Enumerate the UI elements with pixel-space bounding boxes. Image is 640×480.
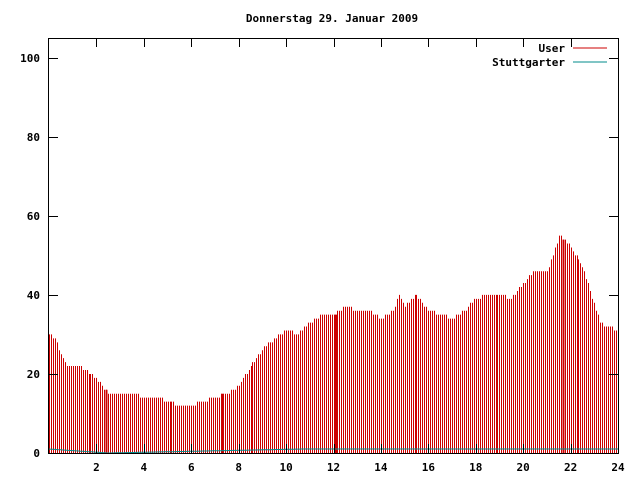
y-tick-label: 20 [27, 368, 40, 381]
x-tick-label: 20 [517, 461, 530, 474]
x-tick-label: 10 [279, 461, 292, 474]
y-tick-label: 100 [20, 52, 40, 65]
x-tick-label: 12 [327, 461, 340, 474]
x-axis: 2 4 6 8 10 12 14 16 18 20 22 24 [93, 38, 625, 474]
legend-label: User [539, 42, 566, 55]
bars-layer [49, 235, 619, 453]
x-tick-label: 4 [141, 461, 148, 474]
y-tick-label: 60 [27, 210, 40, 223]
y-axis: 0 20 40 60 80 100 [20, 52, 618, 460]
chart-title: Donnerstag 29. Januar 2009 [246, 12, 418, 25]
y-tick-label: 40 [27, 289, 40, 302]
x-tick-label: 18 [469, 461, 482, 474]
x-tick-label: 8 [235, 461, 242, 474]
x-tick-label: 16 [422, 461, 436, 474]
legend-label: Stuttgarter [492, 56, 565, 69]
x-tick-label: 22 [564, 461, 577, 474]
x-tick-label: 24 [611, 461, 625, 474]
y-tick-label: 0 [33, 447, 40, 460]
plot-frame [48, 38, 619, 454]
x-tick-label: 6 [188, 461, 195, 474]
x-tick-label: 2 [93, 461, 100, 474]
y-tick-label: 80 [27, 131, 40, 144]
x-tick-label: 14 [374, 461, 388, 474]
